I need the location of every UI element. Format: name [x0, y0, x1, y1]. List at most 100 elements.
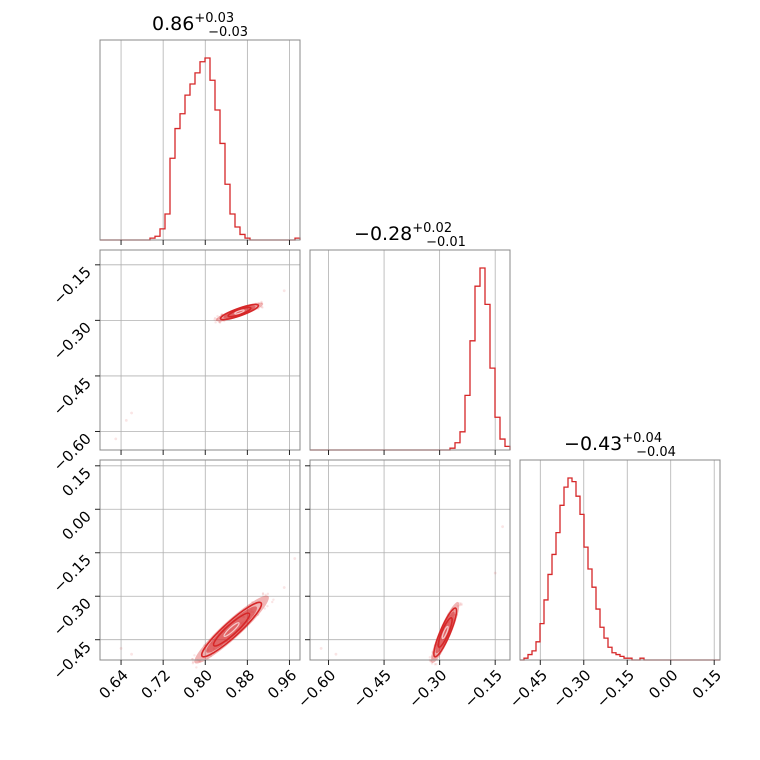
sample-point [458, 603, 462, 607]
panel-frame [99, 249, 301, 451]
x-tick-label: 0.88 [222, 666, 258, 702]
y-tick-label: −0.30 [50, 594, 95, 639]
outlier-point [130, 411, 133, 415]
y-tick-label: −0.45 [50, 638, 95, 683]
contour-core [234, 309, 245, 315]
sample-point [261, 592, 265, 595]
sample-point [266, 592, 270, 596]
title-upper: +0.03 [194, 11, 234, 26]
sample-point [193, 654, 196, 657]
sample-point [263, 607, 266, 610]
contour-outer [219, 303, 260, 321]
x-tick-label: 0.72 [138, 666, 174, 702]
contour-inner [227, 306, 252, 318]
sample-point [456, 604, 460, 608]
panel-frame [309, 459, 511, 661]
density-inner [223, 305, 256, 319]
outlier-point [293, 557, 297, 560]
histogram-step-1 [310, 267, 511, 451]
title-value: 0.86 [152, 13, 194, 35]
panel-frame [99, 39, 301, 241]
outlier-point [124, 418, 128, 422]
title-lower: −0.04 [636, 445, 676, 460]
sample-point [218, 321, 221, 324]
title-upper: +0.04 [622, 431, 662, 446]
contour-core [441, 625, 449, 640]
outlier-point [119, 647, 123, 650]
outlier-point [114, 437, 118, 441]
outlier-point [282, 586, 286, 589]
title-value: −0.28 [354, 223, 412, 245]
sample-point [195, 666, 198, 669]
title-value: −0.43 [564, 433, 622, 455]
sample-point [271, 600, 274, 604]
x-tick-label: −0.30 [549, 666, 594, 711]
scatter-panel-1-2 [305, 459, 511, 666]
x-tick-label: −0.45 [350, 666, 395, 711]
y-tick-label: 0.00 [58, 507, 94, 543]
sample-point [260, 300, 263, 304]
sample-point [214, 321, 217, 324]
sample-point [256, 613, 260, 617]
sample-point [428, 656, 432, 659]
sample-point [218, 321, 222, 324]
x-tick-label: −0.30 [405, 666, 450, 711]
sample-point [435, 662, 438, 666]
panel-frame [309, 249, 511, 451]
sample-point [260, 305, 263, 309]
x-tick-label: −0.15 [461, 666, 506, 711]
sample-point [198, 659, 202, 663]
sample-point [458, 602, 462, 605]
histogram-step-2 [520, 477, 720, 661]
sample-point [452, 609, 456, 612]
sample-point [264, 593, 267, 597]
sample-point [460, 603, 463, 606]
outlier-point [334, 652, 338, 656]
title-lower: −0.01 [426, 235, 466, 250]
sample-point [430, 655, 434, 658]
sample-point [223, 319, 226, 323]
contour-outer [433, 607, 458, 658]
density-inner [206, 606, 258, 653]
title-upper: +0.02 [412, 221, 452, 236]
histogram-step-0 [100, 57, 301, 241]
title-lower: −0.03 [208, 25, 248, 40]
sample-point [429, 660, 433, 663]
sample-point [220, 313, 223, 316]
sample-point [251, 600, 254, 604]
x-tick-label: 0.80 [180, 666, 216, 702]
sample-point [260, 301, 263, 305]
sample-point [218, 320, 221, 324]
sample-point [460, 602, 463, 605]
density-inner [435, 611, 455, 654]
sample-point [261, 306, 264, 309]
outlier-point [282, 289, 286, 293]
outlier-point [493, 571, 497, 575]
histogram-panel-0 [99, 39, 301, 245]
contour-inner [437, 616, 453, 648]
sample-point [257, 307, 260, 311]
x-tick-label: 0.00 [645, 666, 681, 702]
outlier-point [501, 525, 504, 529]
sample-point [430, 662, 434, 665]
x-tick-label: −0.60 [294, 666, 339, 711]
x-tick-label: 0.15 [689, 666, 725, 702]
sample-point [434, 653, 437, 657]
sample-point [272, 598, 275, 601]
histogram-panel-1 [309, 249, 511, 455]
sample-point [191, 662, 195, 665]
sample-point [215, 318, 218, 321]
sample-point [203, 644, 206, 647]
contour-inner [212, 612, 251, 647]
sample-point [433, 663, 437, 666]
scatter-panel-0-1 [95, 249, 301, 455]
outlier-point [130, 652, 133, 656]
sample-point [191, 660, 195, 663]
y-tick-label: −0.45 [50, 374, 95, 419]
sample-point [216, 314, 219, 318]
scatter-panel-0-2 [95, 459, 301, 669]
sample-point [216, 317, 219, 320]
title-param-2: −0.43+0.04 −0.04 [564, 431, 676, 460]
histogram-panel-2 [519, 459, 721, 665]
